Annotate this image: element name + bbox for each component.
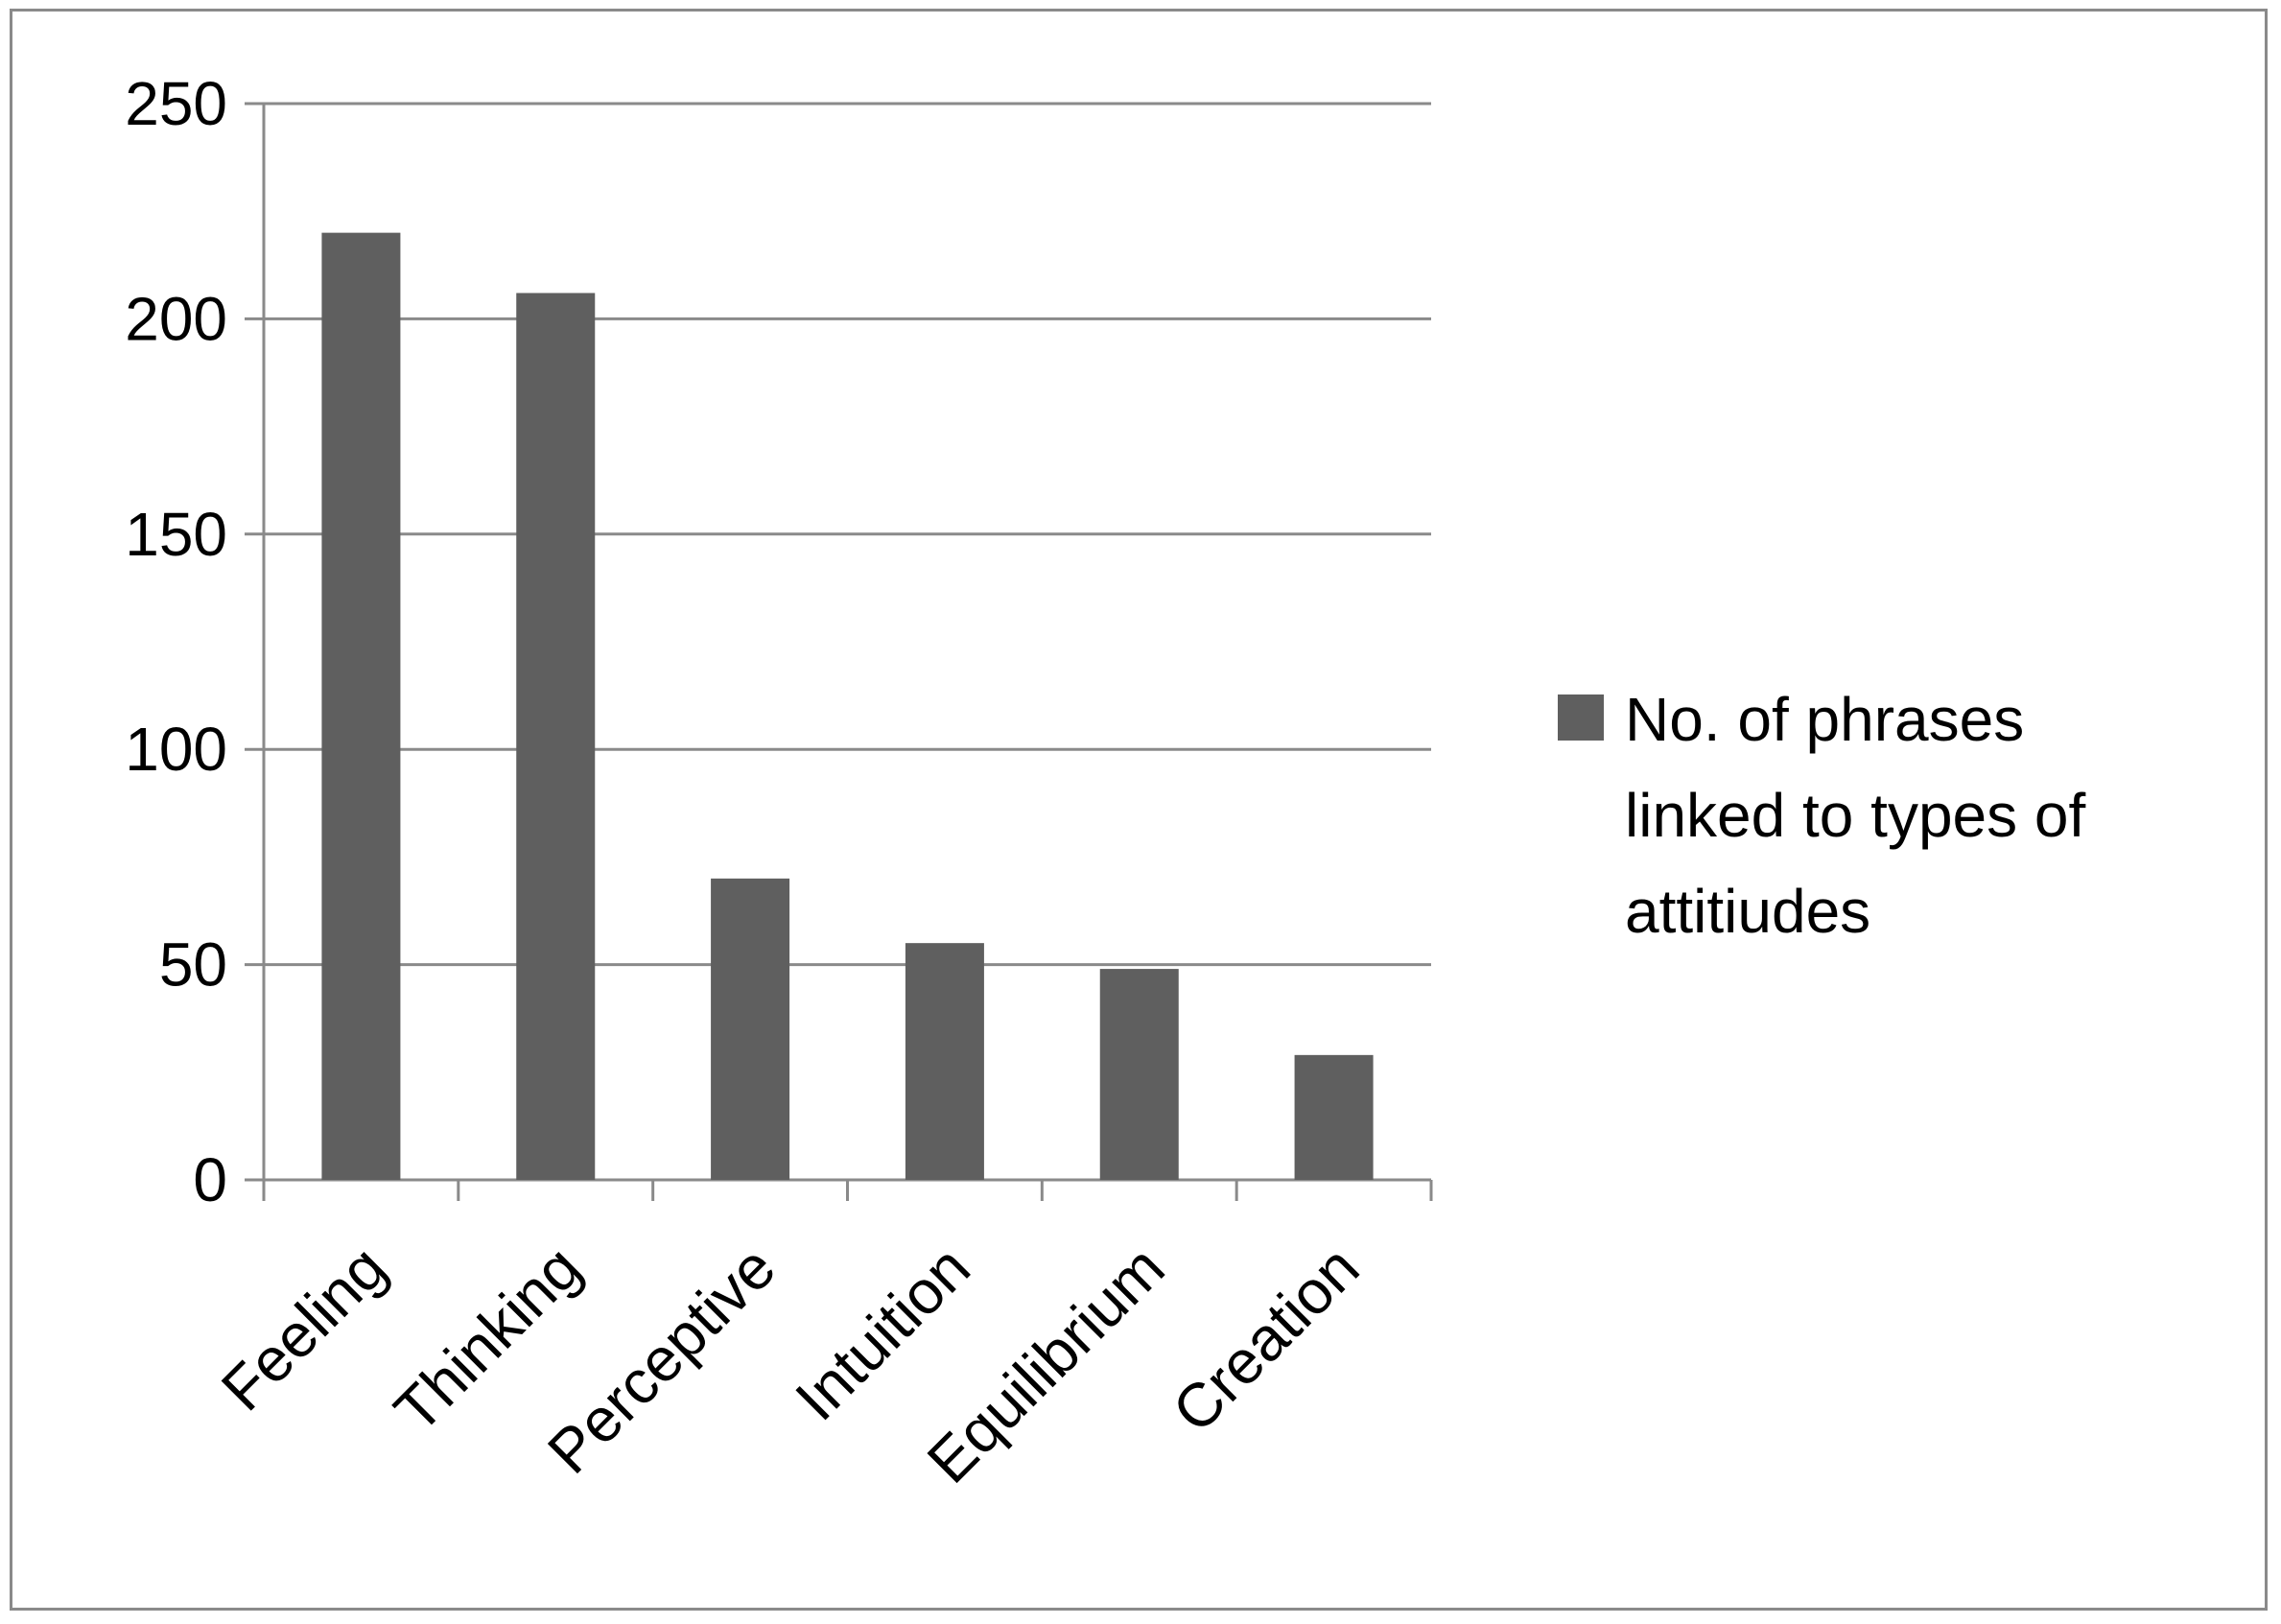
axes	[262, 104, 1433, 1201]
x-tick-label-creation: Creation	[1160, 1233, 1373, 1446]
bar-creation	[1294, 1054, 1374, 1180]
y-tick-label-0: 0	[193, 1145, 227, 1214]
x-tick-labels: FeelingThinkingPerceptiveIntuitionEquili…	[208, 1233, 1373, 1496]
x-tick-label-intuition: Intuition	[782, 1233, 982, 1433]
bar-thinking	[516, 293, 596, 1180]
legend-swatch	[1558, 694, 1604, 741]
bar-feeling	[321, 232, 401, 1180]
bars	[321, 232, 1374, 1180]
legend: No. of phrases linked to types of attiti…	[1558, 685, 2086, 946]
legend-label-line-3: attitiudes	[1625, 877, 1870, 946]
y-tick-label-100: 100	[125, 715, 227, 784]
y-tick-label-150: 150	[125, 500, 227, 569]
y-tick-label-200: 200	[125, 284, 227, 353]
bar-perceptive	[711, 878, 790, 1180]
legend-label-line-2: linked to types of	[1625, 781, 2086, 850]
bar-intuition	[905, 943, 984, 1180]
y-tick-label-250: 250	[125, 69, 227, 138]
x-tick-label-feeling: Feeling	[208, 1233, 399, 1424]
y-tick-labels: 0 50 100 150 200 250	[125, 69, 227, 1214]
bar-equilibrium	[1099, 969, 1179, 1180]
gridlines	[245, 102, 1431, 1182]
legend-label-line-1: No. of phrases	[1625, 685, 2024, 754]
y-tick-label-50: 50	[159, 930, 227, 1000]
